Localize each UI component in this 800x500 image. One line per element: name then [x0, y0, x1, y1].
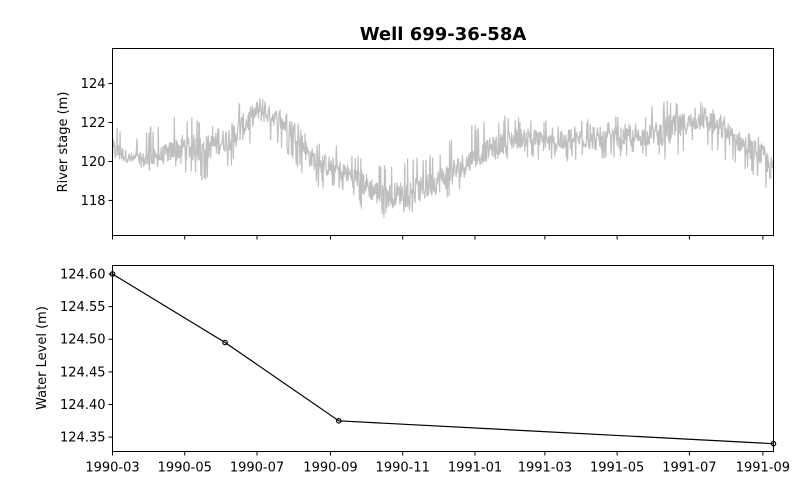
water-level-x-axis: 1990-03 1990-05 1990-07 1990-09 1990-11 1991-… [85, 451, 790, 476]
water-level-xtick-label: 1990-11 [376, 461, 430, 476]
water-level-panel: 124.35 124.40 124.45 124.50 124.55 124.60 199… [35, 265, 790, 476]
water-level-ytick-label: 124.40 [60, 398, 106, 413]
water-level-xtick-label: 1990-07 [230, 461, 284, 476]
river-stage-plot-area [111, 97, 775, 218]
water-level-y-axis: 124.35 124.40 124.45 124.50 124.55 124.60 [60, 267, 113, 446]
water-level-point [335, 418, 342, 424]
river-stage-ytick-label: 118 [81, 194, 106, 209]
water-level-xtick-label: 1991-03 [518, 461, 572, 476]
river-stage-series-line [111, 97, 775, 218]
river-stage-ytick-label: 122 [81, 116, 106, 131]
water-level-xtick-label: 1990-05 [158, 461, 212, 476]
water-level-ytick-label: 124.45 [60, 365, 106, 380]
chart-title: Well 699-36-58A [360, 24, 527, 45]
water-level-ytick-label: 124.35 [60, 431, 106, 446]
water-level-ytick-label: 124.50 [60, 333, 106, 348]
water-level-xtick-label: 1991-01 [448, 461, 502, 476]
river-stage-panel: 118 120 122 124 River stage (m) [56, 48, 775, 240]
river-stage-ytick-label: 120 [81, 155, 106, 170]
water-level-frame [112, 265, 774, 452]
water-level-ylabel: Water Level (m) [35, 306, 50, 410]
water-level-xtick-label: 1990-09 [303, 461, 357, 476]
water-level-series-line [112, 273, 774, 445]
water-level-point [222, 339, 228, 346]
river-stage-y-axis: 118 120 122 124 [81, 77, 113, 209]
river-stage-ytick-label: 124 [81, 77, 106, 92]
water-level-xtick-label: 1991-05 [590, 461, 644, 476]
water-level-ytick-label: 124.60 [60, 267, 106, 282]
water-level-ytick-label: 124.55 [60, 300, 106, 315]
water-level-xtick-label: 1991-07 [662, 461, 716, 476]
water-level-xtick-label: 1991-09 [736, 461, 790, 476]
water-level-plot-area [109, 271, 777, 447]
river-stage-x-axis [112, 235, 764, 240]
river-stage-frame [112, 48, 774, 236]
water-level-xtick-label: 1990-03 [85, 461, 139, 476]
river-stage-ylabel: River stage (m) [56, 92, 71, 193]
